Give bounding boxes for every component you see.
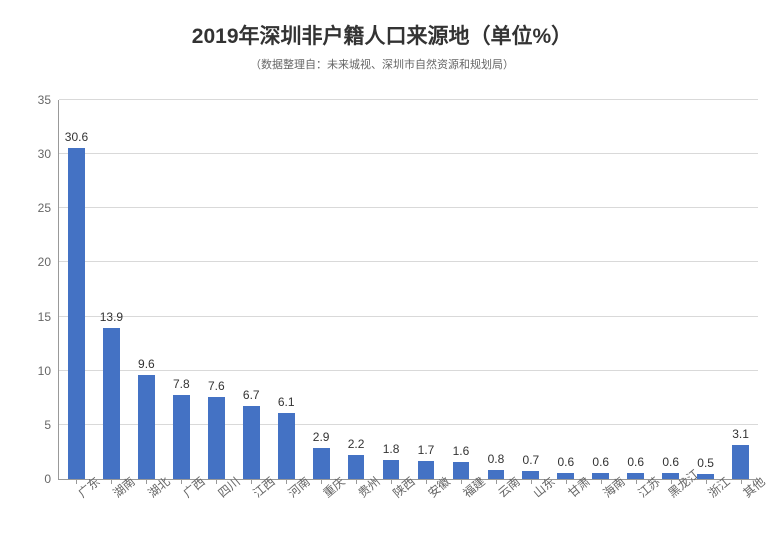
bar-slot: 7.6四川 (199, 100, 234, 479)
plot-area: 0510152025303530.6广东13.9湖南9.6湖北7.8广西7.6四… (58, 100, 758, 480)
bar-slot: 1.6福建 (443, 100, 478, 479)
bar: 30.6 (68, 148, 85, 479)
bars-row: 30.6广东13.9湖南9.6湖北7.8广西7.6四川6.7江西6.1河南2.9… (59, 100, 758, 479)
bar-slot: 0.6甘肃 (548, 100, 583, 479)
bar-slot: 0.6黑龙江 (653, 100, 688, 479)
bar-slot: 0.5浙江 (688, 100, 723, 479)
bar: 9.6 (138, 375, 155, 479)
bar-value-label: 30.6 (65, 130, 88, 148)
bar-value-label: 2.9 (313, 430, 330, 448)
y-tick-label: 10 (38, 364, 59, 378)
y-tick-label: 5 (44, 418, 59, 432)
y-tick-label: 20 (38, 255, 59, 269)
bar-slot: 13.9湖南 (94, 100, 129, 479)
bar-value-label: 1.6 (453, 444, 470, 462)
bar-value-label: 7.6 (208, 379, 225, 397)
bar-value-label: 7.8 (173, 377, 190, 395)
bar-value-label: 6.1 (278, 395, 295, 413)
bar-slot: 9.6湖北 (129, 100, 164, 479)
bar-value-label: 6.7 (243, 388, 260, 406)
y-tick-label: 0 (44, 472, 59, 486)
bar-slot: 0.6海南 (583, 100, 618, 479)
bar-value-label: 13.9 (100, 310, 123, 328)
bar-slot: 1.8陕西 (374, 100, 409, 479)
bar-slot: 7.8广西 (164, 100, 199, 479)
bar-slot: 0.7山东 (513, 100, 548, 479)
bar-slot: 0.8云南 (478, 100, 513, 479)
bar-value-label: 2.2 (348, 437, 365, 455)
chart-title: 2019年深圳非户籍人口来源地（单位%） (10, 20, 754, 50)
bar-slot: 0.6江苏 (618, 100, 653, 479)
y-tick-label: 15 (38, 310, 59, 324)
bar-slot: 3.1其他 (723, 100, 758, 479)
bar-value-label: 9.6 (138, 357, 155, 375)
bar-slot: 2.2贵州 (339, 100, 374, 479)
bar-value-label: 1.8 (383, 442, 400, 460)
y-tick-label: 25 (38, 201, 59, 215)
bar-slot: 2.9重庆 (304, 100, 339, 479)
bar-value-label: 1.7 (418, 443, 435, 461)
bar-value-label: 3.1 (732, 427, 749, 445)
bar-slot: 1.7安徽 (409, 100, 444, 479)
y-tick-label: 30 (38, 147, 59, 161)
chart-subtitle: （数据整理自：未来城视、深圳市自然资源和规划局） (10, 56, 754, 72)
bar: 13.9 (103, 328, 120, 479)
bar-slot: 6.7江西 (234, 100, 269, 479)
chart-container: 2019年深圳非户籍人口来源地（单位%） （数据整理自：未来城视、深圳市自然资源… (0, 0, 779, 551)
y-tick-label: 35 (38, 93, 59, 107)
bar-slot: 30.6广东 (59, 100, 94, 479)
bar-slot: 6.1河南 (269, 100, 304, 479)
